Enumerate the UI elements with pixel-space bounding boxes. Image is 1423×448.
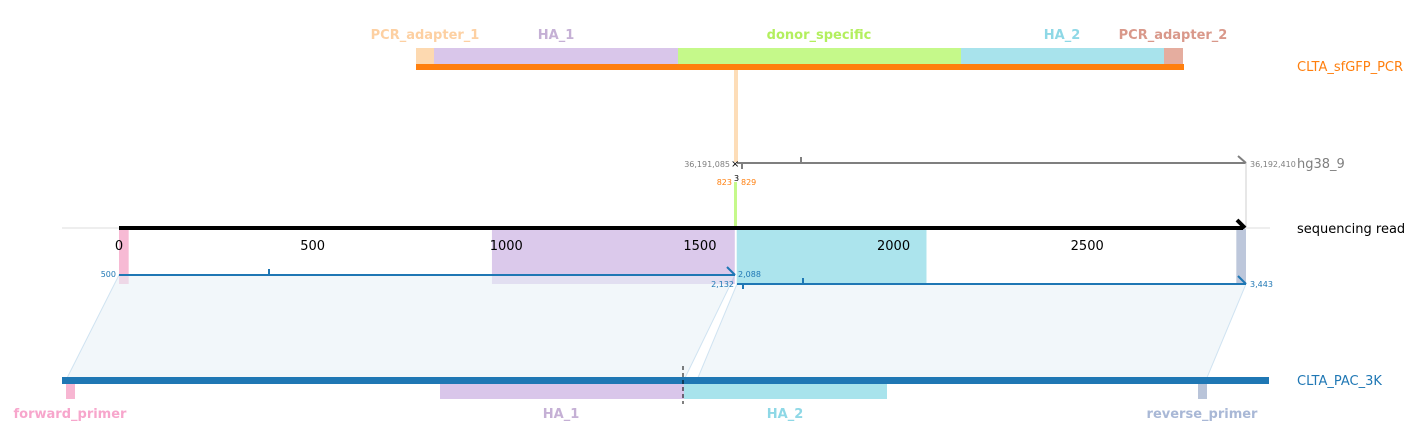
bottom-feature-reverse-primer-block xyxy=(1198,383,1207,399)
bottom-reference-track: forward_primer HA_1 HA_2 reverse_primer … xyxy=(14,366,1382,422)
read-axis-tick-label: 2500 xyxy=(1071,239,1104,254)
genome-end-arrow xyxy=(1237,155,1247,164)
genome-left-query-label: 823 xyxy=(717,178,732,187)
alignment-2-arrow xyxy=(1237,275,1247,285)
top-feature-ha-1-block xyxy=(434,48,678,64)
top-feature-pcr-adapter-1-block xyxy=(416,48,434,64)
genome-gap-label: 3 xyxy=(734,174,739,183)
alignment-2-band xyxy=(696,283,1247,381)
top-feature-pcr-adapter-1-label: PCR_adapter_1 xyxy=(371,28,480,43)
read-axis-tick-label: 1000 xyxy=(490,239,523,254)
bottom-feature-ha-1-label: HA_1 xyxy=(543,407,580,422)
top-connector-lower-band xyxy=(734,182,737,228)
top-feature-ha-1-label: HA_1 xyxy=(538,28,575,43)
alignment-1-end-label: 2,132 xyxy=(711,280,734,289)
bottom-feature-forward-primer-block xyxy=(66,383,75,399)
read-end-arrow xyxy=(1235,218,1247,230)
read-axis-tick-label: 1500 xyxy=(683,239,716,254)
genome-start-marker: × xyxy=(731,159,739,170)
genome-track: × 36,191,085 36,192,410 3 823 829 hg38_9 xyxy=(684,155,1345,228)
top-feature-ha-2-block xyxy=(961,48,1164,64)
top-feature-pcr-adapter-2-label: PCR_adapter_2 xyxy=(1119,28,1228,43)
bottom-feature-ha-2-label: HA_2 xyxy=(767,407,804,422)
alignment-2-start-label: 2,088 xyxy=(738,270,761,279)
read-feature-ha-2-block xyxy=(736,229,927,284)
alignment-1-band xyxy=(65,274,736,381)
read-name: sequencing read xyxy=(1297,222,1405,237)
bottom-feature-forward-primer-label: forward_primer xyxy=(14,407,128,422)
bottom-feature-reverse-primer-label: reverse_primer xyxy=(1147,407,1259,422)
top-feature-donor-specific-label: donor_specific xyxy=(767,28,872,43)
genome-right-query-label: 829 xyxy=(741,178,756,187)
top-feature-pcr-adapter-2-block xyxy=(1164,48,1183,64)
alignment-2-end-label: 3,443 xyxy=(1250,280,1273,289)
genome-name: hg38_9 xyxy=(1297,157,1345,172)
bottom-feature-ha-1-block xyxy=(440,383,684,399)
top-reference-track: PCR_adapter_1 HA_1 donor_specific HA_2 P… xyxy=(371,28,1403,75)
read-axis-tick-label: 0 xyxy=(115,239,123,254)
alignments: 500 2,132 2,088 3,443 xyxy=(65,266,1273,381)
read-axis-ticks: 0 500 1000 1500 2000 2500 xyxy=(115,239,1104,254)
alignment-1-arrow xyxy=(726,266,736,276)
top-feature-donor-specific-block xyxy=(678,48,961,64)
read-feature-reverse-primer-block xyxy=(1236,229,1246,284)
read-axis-tick-label: 2000 xyxy=(877,239,910,254)
top-connector-band xyxy=(734,70,738,162)
bottom-reference-name: CLTA_PAC_3K xyxy=(1297,374,1382,389)
top-reference-name: CLTA_sfGFP_PCR xyxy=(1297,60,1403,75)
genome-start-label: 36,191,085 xyxy=(684,160,730,169)
alignment-1-start-label: 500 xyxy=(101,270,116,279)
top-to-genome-connector xyxy=(734,70,738,228)
bottom-feature-ha-2-block xyxy=(684,383,887,399)
top-reference-bar xyxy=(416,64,1184,70)
read-feature-forward-primer-block xyxy=(119,229,129,284)
genome-end-label: 36,192,410 xyxy=(1250,160,1296,169)
read-axis-tick-label: 500 xyxy=(300,239,325,254)
top-feature-ha-2-label: HA_2 xyxy=(1044,28,1081,43)
bottom-reference-bar xyxy=(62,377,1269,384)
